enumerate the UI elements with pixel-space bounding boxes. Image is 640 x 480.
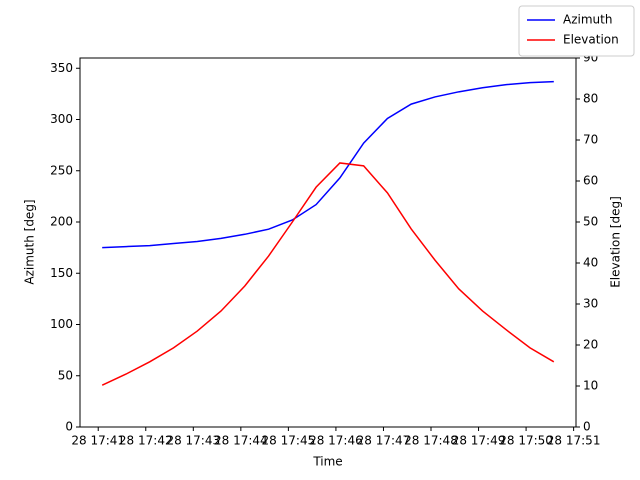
y-tick-label: 50: [58, 368, 73, 382]
y2-tick-label: 60: [583, 174, 598, 188]
y2-tick-label: 30: [583, 297, 598, 311]
y2-axis-label: Elevation [deg]: [609, 196, 623, 288]
line-series: [102, 80, 554, 249]
x-tick-label: 28 17:51: [547, 434, 601, 448]
x-axis-label: Time: [312, 455, 342, 469]
x-tick-label: 28 17:46: [309, 434, 363, 448]
plot-frame: [79, 57, 577, 428]
x-tick-label: 28 17:44: [214, 434, 268, 448]
y2-tick-label: 0: [583, 420, 591, 434]
x-tick-label: 28 17:43: [166, 434, 220, 448]
legend-box: [518, 5, 635, 57]
x-tick-label: 28 17:47: [357, 434, 411, 448]
y-tick-label: 0: [65, 420, 73, 434]
x-tick-label: 28 17:49: [452, 434, 506, 448]
y2-tick-label: 40: [583, 256, 598, 270]
y-axis-label: Azimuth [deg]: [23, 199, 37, 284]
y-tick-label: 200: [50, 215, 73, 229]
x-tick-label: 28 17:42: [119, 434, 173, 448]
line-series: [101, 162, 555, 386]
legend-label: Elevation: [563, 33, 619, 47]
legend-label: Azimuth: [563, 13, 612, 27]
y2-tick-label: 70: [583, 133, 598, 147]
y-tick-label: 100: [50, 317, 73, 331]
y2-tick-label: 10: [583, 379, 598, 393]
x-tick-label: 28 17:48: [404, 434, 458, 448]
x-tick-label: 28 17:45: [262, 434, 316, 448]
x-tick-label: 28 17:50: [499, 434, 553, 448]
y-tick-label: 150: [50, 266, 73, 280]
y2-tick-label: 20: [583, 338, 598, 352]
y2-tick-label: 50: [583, 215, 598, 229]
y-tick-label: 300: [50, 112, 73, 126]
x-tick-label: 28 17:41: [71, 434, 125, 448]
y-tick-label: 350: [50, 61, 73, 75]
y2-tick-label: 80: [583, 92, 598, 106]
y-tick-label: 250: [50, 163, 73, 177]
